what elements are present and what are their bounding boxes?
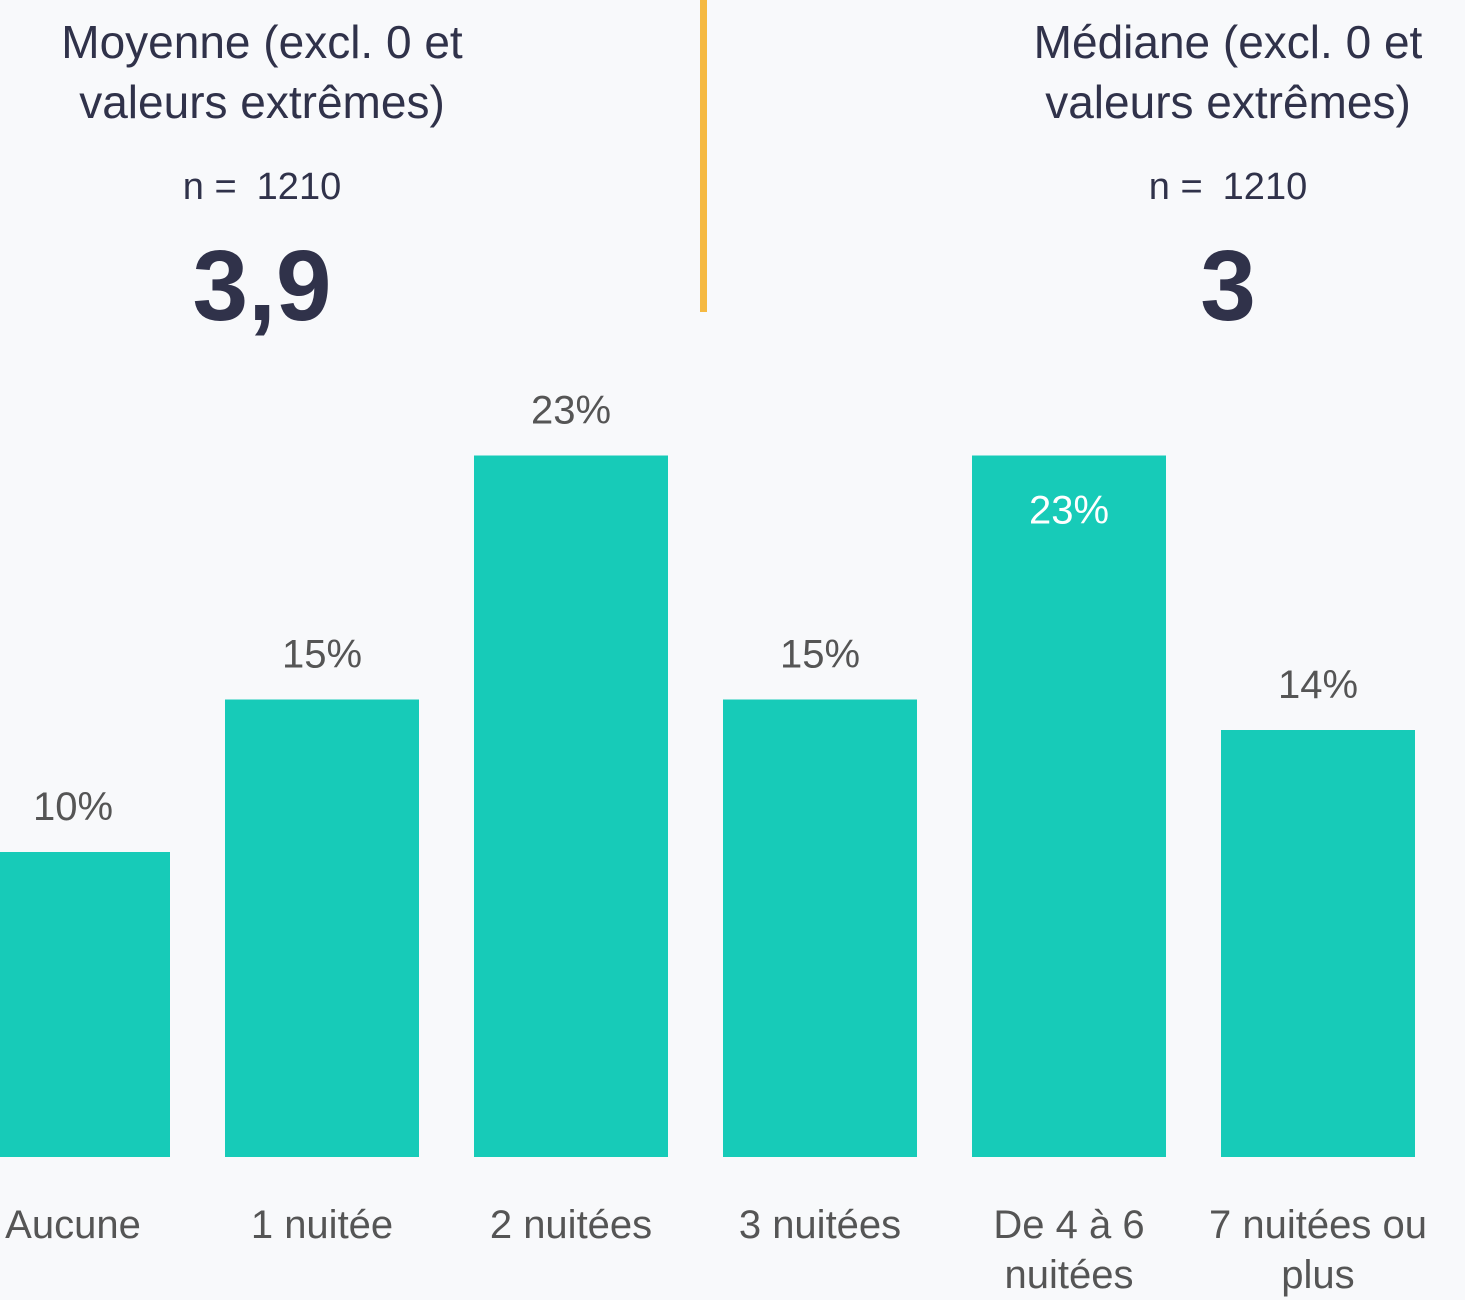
bar — [972, 455, 1166, 1157]
x-tick-label: 3 nuitées — [738, 1203, 902, 1247]
stat-title: Moyenne (excl. 0 et valeurs extrêmes) — [61, 16, 463, 128]
stat-n: n = 1210 — [993, 166, 1463, 209]
bar — [0, 852, 170, 1157]
bar — [474, 455, 668, 1157]
x-tick-label: 7 nuitées ou plus — [1209, 1203, 1427, 1297]
stat-panel: Médiane (excl. 0 et valeurs extrêmes) n … — [993, 12, 1463, 341]
stat-panel: Moyenne (excl. 0 et valeurs extrêmes) n … — [27, 12, 497, 341]
n-label: n = — [182, 166, 237, 208]
bar — [225, 699, 419, 1157]
value-label: 14% — [1278, 663, 1358, 707]
x-tick-label: 2 nuitées — [489, 1203, 653, 1247]
n-label: n = — [1148, 166, 1203, 208]
bar — [723, 699, 917, 1157]
stat-n: n = 1210 — [27, 166, 497, 209]
stat-value: 3 — [1200, 230, 1256, 342]
n-value: 1210 — [1222, 166, 1308, 208]
stat-title: Médiane (excl. 0 et valeurs extrêmes) — [1033, 16, 1423, 128]
value-label: 10% — [33, 785, 113, 829]
value-label: 15% — [780, 633, 860, 677]
stat-value: 3,9 — [192, 230, 332, 342]
n-value: 1210 — [256, 166, 342, 208]
x-tick-label: 1 nuitée — [250, 1203, 394, 1247]
divider — [700, 0, 707, 312]
bar — [1221, 730, 1415, 1157]
value-label: 15% — [282, 633, 362, 677]
x-tick-label: Aucune — [5, 1203, 141, 1247]
x-tick-label: De 4 à 6 nuitées — [993, 1203, 1145, 1297]
value-label: 23% — [531, 389, 611, 433]
value-label: 23% — [1029, 489, 1109, 533]
